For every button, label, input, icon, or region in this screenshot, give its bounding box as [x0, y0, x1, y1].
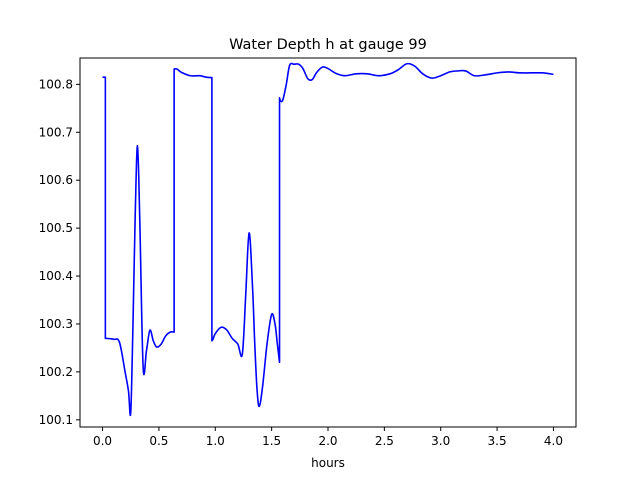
x-axis-label: hours	[311, 456, 345, 470]
series-line-0	[102, 62, 554, 416]
x-tick-label: 0.0	[93, 434, 112, 448]
x-tick-label: 4.0	[544, 434, 563, 448]
x-tick-label: 0.5	[149, 434, 168, 448]
x-tick-label: 1.0	[206, 434, 225, 448]
x-tick-label: 3.5	[488, 434, 507, 448]
x-tick-label: 1.5	[262, 434, 281, 448]
chart-title: Water Depth h at gauge 99	[229, 37, 427, 53]
y-tick-label: 100.1	[39, 413, 73, 427]
y-tick-label: 100.5	[39, 221, 73, 235]
y-tick-label: 100.8	[39, 77, 73, 91]
y-tick-label: 100.7	[39, 125, 73, 139]
y-tick-label: 100.4	[39, 269, 73, 283]
x-tick-label: 2.0	[318, 434, 337, 448]
series-layer	[102, 62, 554, 416]
y-tick-label: 100.6	[39, 173, 73, 187]
x-tick-label: 3.0	[431, 434, 450, 448]
y-tick-label: 100.2	[39, 365, 73, 379]
y-axis: 100.1 100.2 100.3 100.4 100.5 100.6 100.7 100.8	[39, 77, 80, 427]
x-tick-label: 2.5	[375, 434, 394, 448]
x-axis: 0.0 0.5 1.0 1.5 2.0 2.5 3.0 3.5 4.0	[93, 427, 563, 448]
y-tick-label: 100.3	[39, 317, 73, 331]
